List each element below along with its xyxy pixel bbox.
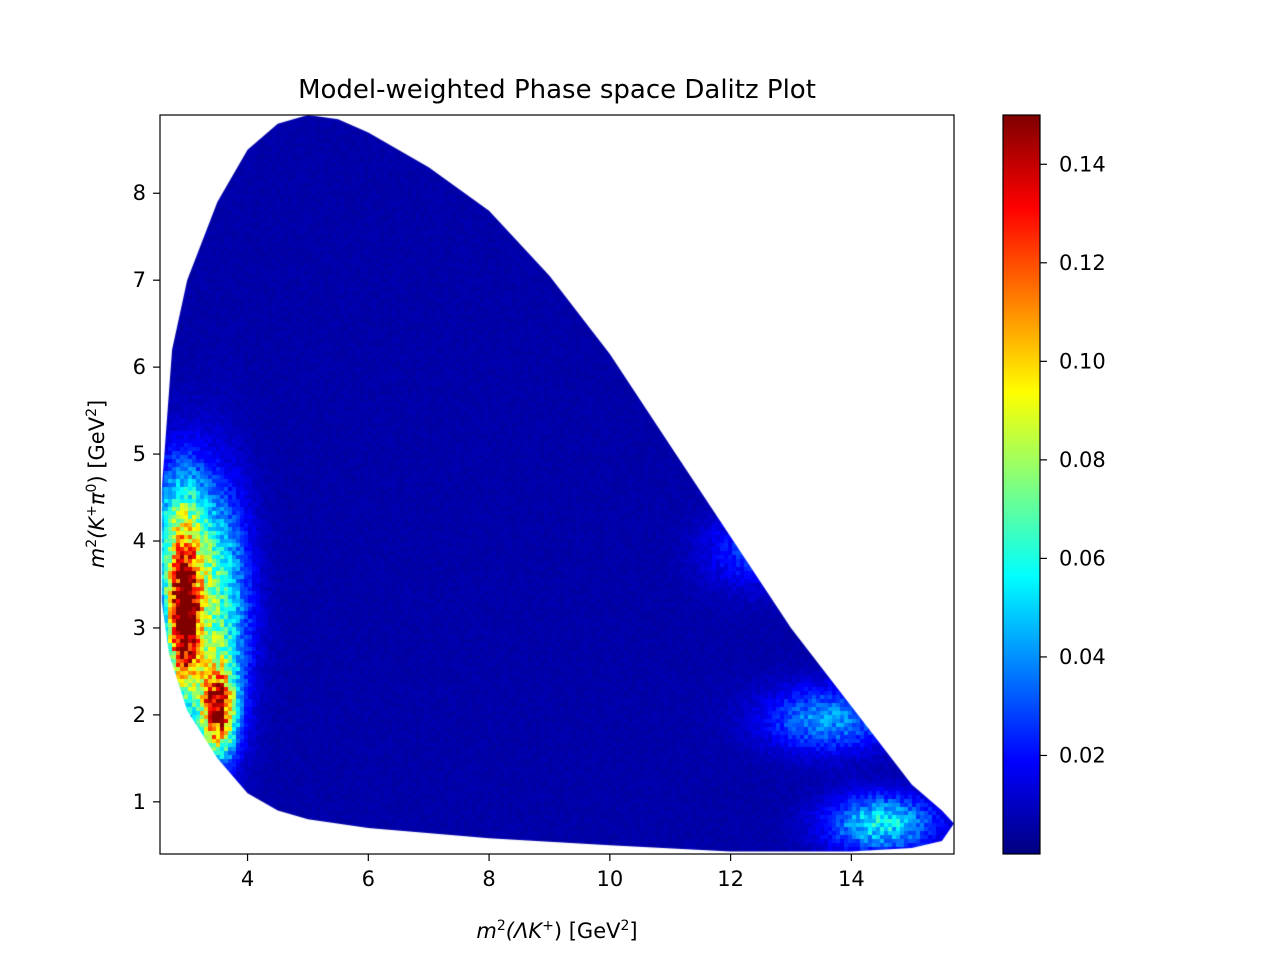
x-axis: 4 6 8 10 12 14: [241, 854, 865, 891]
heatmap-canvas-wrap: [160, 115, 954, 854]
chart-title: Model-weighted Phase space Dalitz Plot: [298, 75, 816, 105]
y-tick-label: 6: [133, 355, 146, 379]
x-tick-label: 14: [838, 867, 865, 891]
y-axis: 1 2 3 4 5 6 7 8: [133, 181, 160, 814]
y-tick-label: 7: [133, 268, 146, 292]
heatmap: [160, 115, 954, 854]
y-tick-label: 2: [133, 703, 146, 727]
colorbar-tick-label: 0.08: [1059, 448, 1106, 472]
y-tick-label: 5: [133, 442, 146, 466]
colorbar-tick-label: 0.10: [1059, 349, 1106, 373]
x-tick-label: 10: [596, 867, 623, 891]
y-tick-label: 1: [133, 790, 146, 814]
colorbar: 0.02 0.04 0.06 0.08 0.10 0.12 0.14: [1002, 114, 1106, 855]
colorbar-canvas-wrap: [1003, 115, 1040, 854]
plot-area: [159, 114, 955, 855]
colorbar-gradient: [1003, 115, 1040, 854]
y-tick-label: 4: [133, 529, 146, 553]
x-axis-label: m2(ΛK+) [GeV2]: [476, 918, 637, 943]
y-axis-label: m2(K+π0) [GeV2]: [84, 400, 109, 568]
x-tick-label: 4: [241, 867, 254, 891]
x-tick-label: 8: [482, 867, 495, 891]
colorbar-tick-label: 0.12: [1059, 251, 1106, 275]
colorbar-axis: 0.02 0.04 0.06 0.08 0.10 0.12 0.14: [1040, 152, 1106, 767]
colorbar-frame: [1002, 114, 1041, 855]
colorbar-tick-label: 0.06: [1059, 546, 1106, 570]
colorbar-tick-label: 0.14: [1059, 152, 1106, 176]
plot-frame: [159, 114, 955, 855]
x-tick-label: 6: [362, 867, 375, 891]
colorbar-tick-label: 0.02: [1059, 743, 1106, 767]
x-tick-label: 12: [717, 867, 744, 891]
colorbar-tick-label: 0.04: [1059, 645, 1106, 669]
y-tick-label: 8: [133, 181, 146, 205]
y-tick-label: 3: [133, 616, 146, 640]
